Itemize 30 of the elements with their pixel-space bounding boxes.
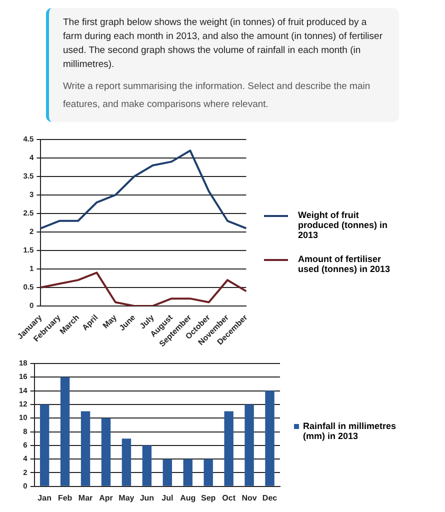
x-tick-label: Sep: [201, 493, 216, 502]
x-tick-label: Apr: [99, 493, 113, 502]
x-tick-label: Mar: [78, 493, 93, 502]
bar: [80, 411, 90, 486]
x-tick-label: Feb: [58, 493, 72, 502]
legend-label: Weight of fruit produced (tonnes) in 2013: [298, 210, 388, 240]
bar: [60, 377, 70, 486]
bar: [224, 411, 234, 486]
x-tick-label: Jul: [162, 493, 174, 502]
bar: [265, 390, 274, 486]
bar: [244, 404, 254, 486]
legend-label: Rainfall in millimetres (mm) in 2013: [303, 421, 398, 441]
x-tick-label: May: [118, 493, 135, 502]
bar: [101, 418, 111, 486]
x-tick-label: Jun: [140, 493, 154, 502]
bar: [162, 459, 172, 486]
bar: [122, 438, 132, 486]
text: The first graph below shows the weight (in tonnes) of fruit produced by a farm during each month in 2013, and also the amount (in tonnes) of fertiliser used. The second graph shows the volume of rainfall in each month (in millimetres).: [63, 16, 384, 72]
x-tick-label: Nov: [242, 493, 258, 502]
bar: [183, 459, 192, 486]
bar: [204, 459, 213, 486]
x-tick-label: May: [101, 312, 119, 330]
legend-label: Amount of fertiliser used (tonnes) in 2013: [298, 254, 392, 274]
x-tick-label: Oct: [222, 493, 236, 502]
bar: [142, 445, 152, 486]
text: Write a report summarising the information. Select and describe the main features, and make comparisons where relevant.: [63, 80, 372, 112]
x-tick-label: Jan: [38, 493, 52, 502]
x-tick-label: Dec: [262, 493, 278, 502]
bar: [40, 404, 50, 486]
x-tick-label: Aug: [180, 493, 196, 502]
